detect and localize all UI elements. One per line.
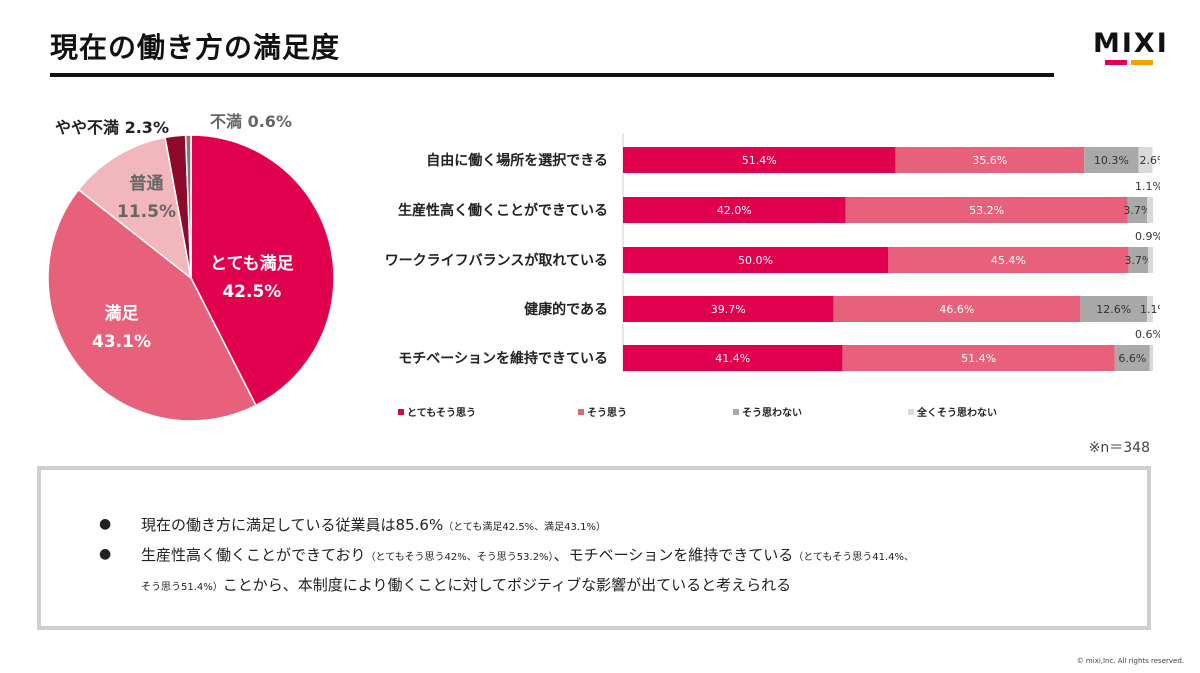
bar-segment-agree: [842, 345, 1115, 371]
summary-text: 現在の働き方に満足している従業員は85.6%: [141, 516, 444, 534]
bar-data-label: 12.6%: [1096, 303, 1131, 316]
bullet-dot: ●: [99, 516, 112, 532]
bar-data-label: 2.6%: [1139, 154, 1160, 167]
bar-data-label: 42.0%: [717, 204, 752, 217]
legend-swatch: [398, 408, 404, 415]
legend-label: 全くそう思わない: [917, 408, 997, 419]
bar-segment-strongly-agree: [623, 296, 834, 322]
legend-swatch: [733, 408, 739, 415]
bar-data-label: 6.6%: [1118, 352, 1146, 365]
legend-swatch: [908, 408, 914, 415]
legend-item-agree: そう思う: [578, 404, 627, 419]
pie-slice-very-satisfied: [190, 134, 335, 407]
copyright-footer: © mixi,Inc. All rights reserved.: [1076, 657, 1184, 665]
legend-label: そう思う: [587, 408, 627, 419]
summary-detail: そう思う51.4%）: [141, 582, 223, 593]
bar-data-label: 35.6%: [972, 154, 1007, 167]
title-divider: [50, 73, 1054, 77]
summary-box: ● 現在の働き方に満足している従業員は85.6%（とても満足42.5%、満足43…: [37, 466, 1151, 630]
pie-label-very-satisfied: とても満足 42.5%: [210, 254, 294, 302]
logo-bar-orange: [1131, 60, 1153, 65]
bar-segment-disagree: [1114, 345, 1150, 371]
bar-data-label: 50.0%: [738, 254, 773, 267]
bar-category-label: ワークライフバランスが取れている: [385, 252, 608, 269]
mixi-logo: MIXI: [1093, 28, 1169, 65]
legend-item-strongly-disagree: 全くそう思わない: [908, 404, 997, 419]
bar-segment-strongly-disagree: [1138, 147, 1153, 173]
summary-text: 、モチベーションを維持できている: [553, 546, 794, 564]
bar-segment-disagree: [1084, 147, 1139, 173]
pie-label-dissatisfied: 不満 0.6%: [210, 112, 292, 131]
bar-segment-agree: [895, 147, 1085, 173]
bar-data-label: 10.3%: [1094, 154, 1129, 167]
legend-item-strongly-agree: とてもそう思う: [398, 404, 476, 419]
pie-slice-dissatisfied: [184, 134, 192, 279]
bar-data-label: 3.7%: [1123, 204, 1151, 217]
logo-text: MIXI: [1093, 28, 1169, 59]
bar-segment-agree: [833, 296, 1081, 322]
sample-size-note: ※n＝348: [1088, 440, 1150, 456]
bar-data-label: 41.4%: [715, 352, 750, 365]
bullet-dot: ●: [99, 546, 112, 562]
summary-detail: （とてもそう思う41.4%、: [793, 552, 915, 563]
summary-text: 生産性高く働くことができており: [141, 546, 366, 564]
bar-data-label: 0.9%: [1135, 230, 1160, 243]
legend-swatch: [578, 408, 584, 415]
bar-segment-strongly-disagree: [1147, 296, 1153, 322]
bar-category-label: 生産性高く働くことができている: [398, 202, 608, 219]
summary-detail: （とてもそう思う42%、そう思う53.2%）: [365, 552, 554, 563]
bar-data-label: 0.6%: [1135, 328, 1160, 341]
bar-data-label: 45.4%: [991, 254, 1026, 267]
bar-segment-disagree: [1080, 296, 1148, 322]
summary-line-1: 現在の働き方に満足している従業員は85.6%（とても満足42.5%、満足43.1…: [141, 514, 606, 535]
bar-data-label: 1.1%: [1135, 180, 1160, 193]
bar-data-label: 51.4%: [961, 352, 996, 365]
bar-data-label: 46.6%: [939, 303, 974, 316]
summary-detail: （とても満足42.5%、満足43.1%）: [443, 522, 606, 533]
bar-data-label: 51.4%: [742, 154, 777, 167]
bar-category-label: モチベーションを維持できている: [398, 350, 608, 367]
bar-segment-agree: [845, 197, 1128, 223]
page-title: 現在の働き方の満足度: [50, 31, 341, 64]
bar-category-label: 自由に働く場所を選択できる: [426, 152, 608, 169]
bar-segment-strongly-agree: [623, 247, 888, 273]
bar-segment-strongly-disagree: [1148, 247, 1153, 273]
summary-line-2: 生産性高く働くことができており（とてもそう思う42%、そう思う53.2%）、モチ…: [141, 544, 914, 565]
pie-slice-neutral: [77, 136, 193, 280]
bar-segment-strongly-agree: [623, 197, 846, 223]
pie-label-satisfied: 満足 43.1%: [92, 304, 151, 352]
legend-label: とてもそう思う: [407, 408, 476, 419]
bar-segment-disagree: [1127, 197, 1148, 223]
pie-slice-satisfied: [47, 188, 257, 422]
pie-label-somewhat-dissatisfied: やや不満 2.3%: [55, 118, 169, 137]
bar-segment-strongly-disagree: [1147, 197, 1153, 223]
summary-line-3: そう思う51.4%）ことから、本制度により働くことに対してポジティブな影響が出て…: [141, 574, 791, 595]
bar-data-label: 3.7%: [1124, 254, 1152, 267]
bar-data-label: 1.1%: [1140, 303, 1160, 316]
satisfaction-pie-chart: [47, 134, 335, 422]
bar-segment-agree: [888, 247, 1129, 273]
bar-segment-strongly-agree: [623, 345, 843, 371]
pie-label-neutral: 普通 11.5%: [117, 174, 176, 222]
bar-segment-strongly-disagree: [1149, 345, 1153, 371]
legend-item-disagree: そう思わない: [733, 404, 802, 419]
bar-legend: とてもそう思う そう思う そう思わない 全くそう思わない: [398, 404, 1038, 420]
bar-data-label: 39.7%: [711, 303, 746, 316]
bar-category-label: 健康的である: [524, 301, 608, 318]
legend-label: そう思わない: [742, 408, 802, 419]
summary-text: ことから、本制度により働くことに対してポジティブな影響が出ていると考えられる: [222, 576, 792, 594]
bar-data-label: 53.2%: [969, 204, 1004, 217]
bar-segment-strongly-agree: [623, 147, 896, 173]
stacked-bar-chart: 自由に働く場所を選択できる 51.4% 35.6% 10.3% 2.6% 生産性高く働くこ…: [385, 133, 1160, 373]
bar-segment-disagree: [1128, 247, 1149, 273]
logo-bar-pink: [1105, 60, 1127, 65]
